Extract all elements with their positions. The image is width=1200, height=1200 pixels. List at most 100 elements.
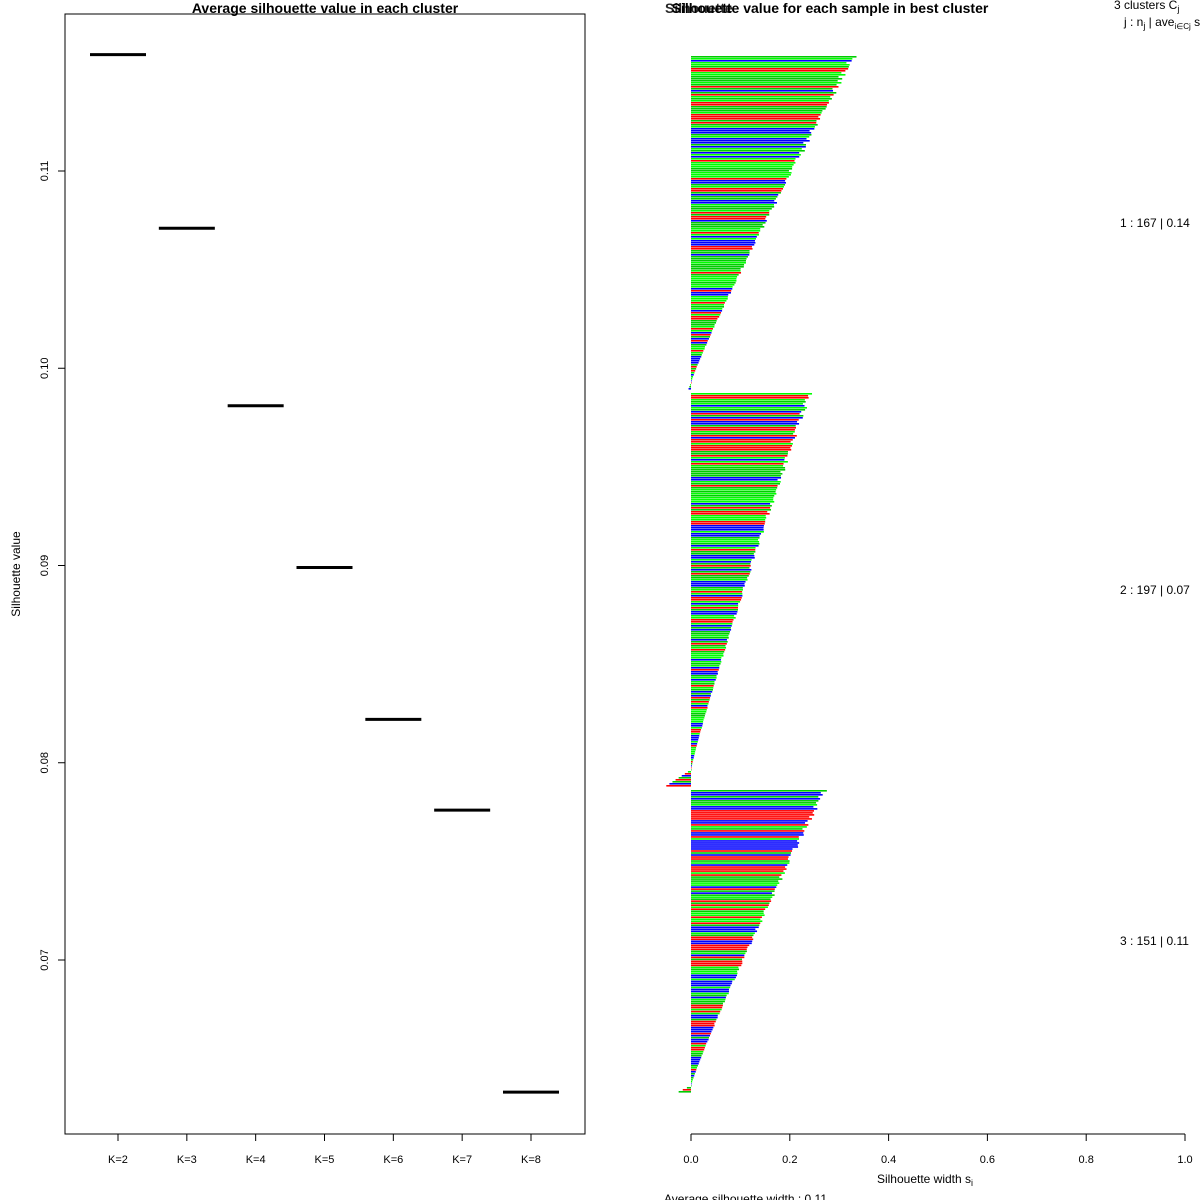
silhouette-bar bbox=[691, 1046, 705, 1049]
silhouette-bar bbox=[691, 134, 812, 136]
silhouette-bar bbox=[691, 222, 766, 224]
silhouette-bar bbox=[691, 288, 733, 290]
silhouette-bar bbox=[691, 102, 829, 104]
silhouette-bar bbox=[691, 282, 736, 284]
silhouette-bar bbox=[691, 64, 850, 66]
silhouette-bar bbox=[691, 759, 694, 761]
silhouette-bar bbox=[691, 80, 838, 82]
silhouette-bar bbox=[681, 775, 691, 777]
silhouette-bar bbox=[691, 593, 743, 595]
silhouette-bar bbox=[691, 86, 839, 88]
silhouette-bar bbox=[691, 178, 787, 180]
silhouette-bar bbox=[691, 934, 754, 937]
silhouette-bar bbox=[691, 176, 789, 178]
silhouette-bar bbox=[691, 627, 731, 629]
silhouette-bar bbox=[691, 958, 743, 961]
legend-subheader-rest: | ave bbox=[1145, 15, 1174, 29]
silhouette-bar bbox=[691, 800, 819, 802]
silhouette-bar bbox=[691, 238, 757, 240]
silhouette-bar bbox=[691, 497, 774, 499]
silhouette-bar bbox=[691, 870, 784, 872]
silhouette-bar bbox=[691, 1012, 720, 1015]
silhouette-bar bbox=[691, 854, 791, 856]
silhouette-bar bbox=[691, 721, 704, 723]
silhouette-bar bbox=[691, 1022, 715, 1025]
silhouette-bar bbox=[691, 669, 719, 671]
silhouette-bar bbox=[691, 188, 784, 190]
silhouette-bar bbox=[691, 665, 720, 667]
silhouette-bar bbox=[691, 513, 770, 515]
right-x-tick-label: 0.8 bbox=[1079, 1154, 1094, 1166]
silhouette-bar bbox=[691, 429, 795, 431]
silhouette-bar bbox=[691, 950, 747, 953]
silhouette-bar bbox=[691, 723, 703, 725]
silhouette-bar bbox=[691, 114, 821, 116]
silhouette-bar bbox=[691, 798, 821, 800]
silhouette-bar bbox=[691, 978, 735, 981]
silhouette-bar bbox=[691, 206, 775, 208]
silhouette-bars bbox=[666, 56, 857, 1093]
silhouette-bar bbox=[691, 1072, 695, 1075]
silhouette-bar bbox=[691, 1000, 725, 1003]
silhouette-bar bbox=[691, 695, 711, 697]
silhouette-bar bbox=[691, 525, 764, 527]
silhouette-bar bbox=[691, 479, 778, 481]
silhouette-bar bbox=[691, 551, 756, 553]
silhouette-bar bbox=[691, 142, 804, 144]
silhouette-bar bbox=[691, 1054, 702, 1057]
legend-subheader-main: j : n bbox=[1123, 15, 1143, 29]
silhouette-bar bbox=[691, 248, 753, 250]
silhouette-bar bbox=[691, 537, 760, 539]
silhouette-bar bbox=[691, 976, 736, 979]
cluster-label: 2 : 197 | 0.07 bbox=[1120, 583, 1190, 597]
silhouette-bar bbox=[691, 802, 817, 804]
silhouette-bar bbox=[691, 166, 793, 168]
silhouette-bar bbox=[691, 194, 779, 196]
silhouette-bar bbox=[691, 992, 729, 995]
silhouette-bar bbox=[691, 372, 695, 374]
silhouette-bar bbox=[691, 150, 805, 152]
silhouette-bar bbox=[691, 447, 791, 449]
silhouette-bar bbox=[691, 160, 795, 162]
silhouette-bar bbox=[691, 918, 761, 921]
silhouette-bar bbox=[691, 523, 765, 525]
legend-header-sub: j bbox=[1176, 4, 1179, 14]
silhouette-bar bbox=[691, 118, 821, 120]
silhouette-bar bbox=[691, 866, 786, 868]
silhouette-bar bbox=[691, 567, 750, 569]
silhouette-bar bbox=[691, 944, 750, 947]
silhouette-bar bbox=[691, 968, 739, 971]
silhouette-bar bbox=[691, 78, 843, 80]
silhouette-bar bbox=[691, 699, 710, 701]
silhouette-bar bbox=[691, 168, 793, 170]
silhouette-bar bbox=[691, 278, 737, 280]
silhouette-bar bbox=[691, 633, 730, 635]
silhouette-bar bbox=[691, 316, 720, 318]
silhouette-bar bbox=[691, 376, 694, 378]
silhouette-bar bbox=[691, 561, 752, 563]
silhouette-bar bbox=[691, 988, 729, 991]
silhouette-bar bbox=[691, 645, 726, 647]
left-plot-frame bbox=[64, 13, 586, 1135]
silhouette-bar bbox=[691, 555, 755, 557]
silhouette-bar bbox=[691, 709, 707, 711]
silhouette-bar bbox=[691, 641, 728, 643]
silhouette-bar bbox=[691, 761, 693, 763]
silhouette-bar bbox=[691, 417, 803, 419]
silhouette-bar bbox=[691, 1026, 714, 1029]
silhouette-bar bbox=[691, 1038, 709, 1041]
silhouette-bar bbox=[691, 138, 807, 140]
silhouette-bar bbox=[691, 214, 770, 216]
silhouette-bar bbox=[691, 290, 732, 292]
silhouette-bar bbox=[691, 1064, 698, 1067]
silhouette-bar bbox=[691, 751, 696, 753]
silhouette-bar bbox=[691, 569, 752, 571]
silhouette-bar bbox=[691, 1058, 701, 1061]
silhouette-bar bbox=[691, 216, 767, 218]
silhouette-bar bbox=[691, 619, 734, 621]
silhouette-bar bbox=[691, 314, 721, 316]
silhouette-bar bbox=[691, 613, 737, 615]
silhouette-bar bbox=[691, 164, 794, 166]
silhouette-bar bbox=[691, 834, 804, 836]
silhouette-bar bbox=[691, 986, 731, 989]
